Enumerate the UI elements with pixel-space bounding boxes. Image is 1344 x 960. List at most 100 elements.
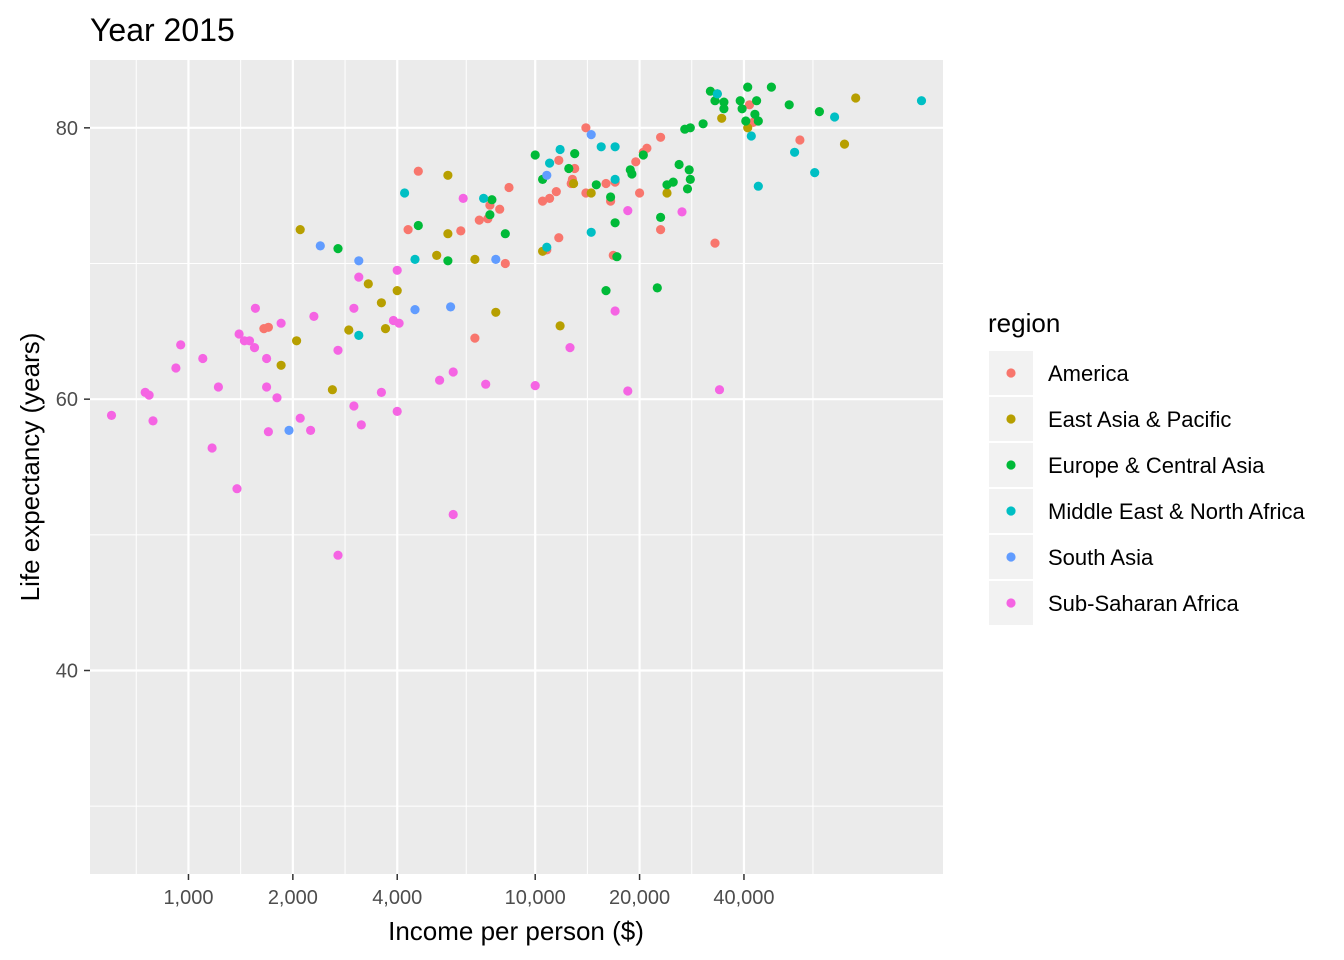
x-tick-label: 20,000 bbox=[609, 887, 670, 909]
point-sub-saharan-africa bbox=[392, 406, 402, 416]
point-europe-central-asia bbox=[601, 286, 611, 296]
point-sub-saharan-africa bbox=[376, 387, 386, 397]
point-middle-east-north-africa bbox=[545, 158, 555, 168]
point-sub-saharan-africa bbox=[448, 367, 458, 377]
point-america bbox=[601, 178, 611, 189]
point-middle-east-north-africa bbox=[400, 188, 410, 198]
point-east-asia-pacific bbox=[327, 385, 337, 395]
y-tick-label: 60 bbox=[56, 389, 78, 411]
point-europe-central-asia bbox=[674, 159, 684, 170]
point-europe-central-asia bbox=[333, 244, 343, 254]
point-europe-central-asia bbox=[610, 218, 620, 228]
point-south-asia bbox=[284, 425, 294, 435]
legend-item-middle-east-north-africa: Middle East & North Africa bbox=[989, 489, 1306, 533]
point-europe-central-asia bbox=[682, 184, 693, 194]
point-middle-east-north-africa bbox=[586, 227, 596, 237]
point-east-asia-pacific bbox=[717, 113, 727, 123]
point-sub-saharan-africa bbox=[207, 443, 217, 453]
point-east-asia-pacific bbox=[555, 321, 565, 331]
point-east-asia-pacific bbox=[443, 229, 453, 239]
point-europe-central-asia bbox=[564, 163, 574, 174]
point-sub-saharan-africa bbox=[349, 401, 359, 411]
legend-label: Middle East & North Africa bbox=[1048, 499, 1306, 524]
point-sub-saharan-africa bbox=[394, 318, 404, 328]
point-east-asia-pacific bbox=[380, 324, 391, 334]
point-middle-east-north-africa bbox=[916, 96, 927, 106]
point-sub-saharan-africa bbox=[677, 207, 687, 217]
legend-item-sub-saharan-africa: Sub-Saharan Africa bbox=[989, 581, 1240, 625]
point-sub-saharan-africa bbox=[171, 363, 181, 373]
data-points bbox=[106, 82, 927, 560]
point-america bbox=[500, 258, 510, 269]
point-europe-central-asia bbox=[485, 210, 495, 220]
point-sub-saharan-africa bbox=[354, 272, 364, 282]
point-europe-central-asia bbox=[698, 119, 708, 129]
point-america bbox=[504, 182, 514, 193]
point-america bbox=[744, 100, 755, 110]
point-sub-saharan-africa bbox=[623, 386, 633, 396]
point-middle-east-north-africa bbox=[555, 144, 565, 155]
point-sub-saharan-africa bbox=[333, 550, 343, 560]
point-europe-central-asia bbox=[680, 124, 690, 134]
point-sub-saharan-africa bbox=[249, 343, 260, 353]
x-tick-label: 4,000 bbox=[372, 887, 422, 909]
point-europe-central-asia bbox=[719, 97, 729, 107]
point-sub-saharan-africa bbox=[306, 425, 316, 435]
legend-label: Sub-Saharan Africa bbox=[1048, 591, 1240, 616]
legend-key-swatch bbox=[1006, 460, 1016, 470]
point-sub-saharan-africa bbox=[295, 413, 305, 423]
y-tick-label: 40 bbox=[56, 661, 78, 683]
point-sub-saharan-africa bbox=[272, 393, 282, 403]
point-america bbox=[545, 193, 555, 203]
point-america bbox=[635, 188, 645, 198]
chart-title: Year 2015 bbox=[90, 12, 235, 48]
point-europe-central-asia bbox=[766, 82, 777, 92]
point-south-asia bbox=[446, 302, 456, 312]
point-europe-central-asia bbox=[741, 116, 751, 126]
point-europe-central-asia bbox=[413, 220, 423, 231]
point-sub-saharan-africa bbox=[481, 379, 491, 389]
x-axis-title: Income per person ($) bbox=[388, 916, 644, 946]
point-middle-east-north-africa bbox=[830, 112, 840, 122]
point-east-asia-pacific bbox=[586, 188, 596, 198]
point-middle-east-north-africa bbox=[810, 168, 820, 178]
x-axis-ticks: 1,000 2,000 4,000 10,000 20,000 40,000 bbox=[163, 874, 775, 909]
point-europe-central-asia bbox=[662, 180, 672, 190]
point-america bbox=[656, 132, 666, 142]
point-europe-central-asia bbox=[606, 192, 616, 202]
point-middle-east-north-africa bbox=[712, 89, 722, 99]
point-sub-saharan-africa bbox=[392, 265, 402, 275]
point-sub-saharan-africa bbox=[232, 484, 242, 494]
point-sub-saharan-africa bbox=[198, 353, 208, 364]
point-europe-central-asia bbox=[652, 283, 662, 293]
point-europe-central-asia bbox=[737, 104, 747, 114]
point-sub-saharan-africa bbox=[714, 385, 725, 395]
point-europe-central-asia bbox=[784, 100, 794, 110]
point-middle-east-north-africa bbox=[479, 193, 489, 203]
legend-key-swatch bbox=[1006, 506, 1016, 516]
point-middle-east-north-africa bbox=[596, 142, 606, 152]
point-east-asia-pacific bbox=[470, 254, 480, 264]
point-middle-east-north-africa bbox=[354, 330, 364, 340]
point-europe-central-asia bbox=[752, 96, 762, 106]
point-europe-central-asia bbox=[530, 150, 540, 160]
point-europe-central-asia bbox=[638, 150, 648, 160]
point-europe-central-asia bbox=[705, 86, 716, 96]
point-middle-east-north-africa bbox=[410, 254, 420, 264]
point-america bbox=[795, 135, 805, 145]
point-sub-saharan-africa bbox=[250, 303, 260, 313]
point-sub-saharan-africa bbox=[356, 420, 366, 430]
point-south-asia bbox=[410, 305, 420, 315]
point-sub-saharan-africa bbox=[276, 318, 286, 328]
point-sub-saharan-africa bbox=[435, 375, 445, 385]
legend-item-east-asia-pacific: East Asia & Pacific bbox=[989, 397, 1231, 441]
point-america bbox=[470, 333, 480, 343]
point-sub-saharan-africa bbox=[448, 509, 458, 520]
point-america bbox=[495, 204, 505, 214]
point-east-asia-pacific bbox=[344, 325, 354, 335]
point-east-asia-pacific bbox=[443, 170, 453, 180]
point-america bbox=[538, 196, 548, 206]
point-middle-east-north-africa bbox=[610, 174, 620, 184]
legend-key-swatch bbox=[1006, 414, 1016, 424]
point-sub-saharan-africa bbox=[333, 345, 343, 355]
